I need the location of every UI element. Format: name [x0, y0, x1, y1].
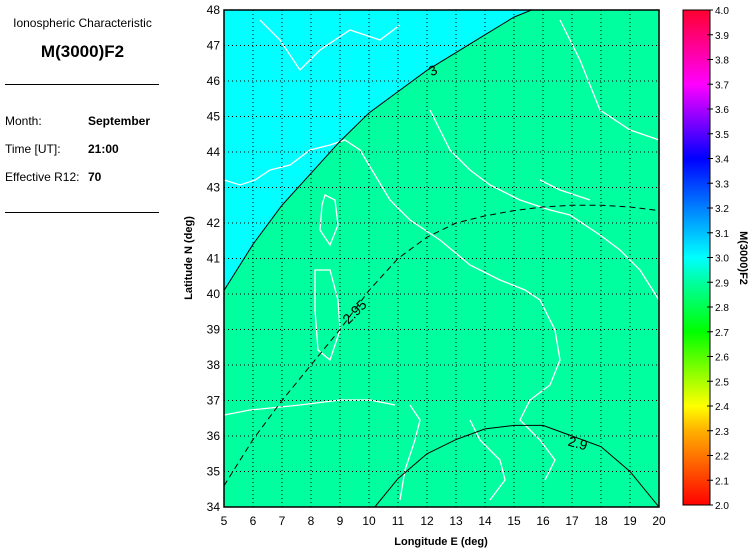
colorbar-tick-label: 4.0 [715, 6, 729, 17]
y-tick-label: 42 [207, 216, 221, 230]
subtitle: Ionospheric Characteristic [13, 16, 152, 30]
r12-value: 70 [88, 170, 102, 184]
x-tick-label: 17 [565, 514, 579, 528]
x-tick-label: 20 [652, 514, 666, 528]
coastline [469, 419, 506, 501]
y-tick-label: 41 [207, 252, 221, 266]
time-label: Time [UT]: [5, 142, 61, 156]
colorbar-tick-label: 3.9 [715, 31, 729, 42]
colorbar-tick-label: 3.0 [715, 254, 729, 265]
colorbar-tick-label: 3.1 [715, 229, 729, 240]
colorbar-tick-label: 2.8 [715, 303, 729, 314]
y-tick-label: 46 [207, 74, 221, 88]
colorbar-tick-label: 3.7 [715, 80, 729, 91]
plot-frame [223, 9, 660, 508]
coastline [559, 19, 659, 141]
x-tick-label: 15 [507, 514, 521, 528]
r12-label: Effective R12: [5, 170, 80, 184]
x-tick-label: 5 [221, 514, 228, 528]
colorbar [682, 9, 711, 506]
colorbar-tick-label: 3.6 [715, 105, 729, 116]
contour-line-2.9 [374, 424, 659, 507]
coastline [224, 399, 396, 416]
colorbar-tick-label: 2.3 [715, 427, 729, 438]
colorbar-tick-label: 3.4 [715, 155, 729, 166]
colorbar-tick-label: 2.4 [715, 402, 729, 413]
fill-region-above-3.0 [224, 10, 532, 291]
colorbar-tick-label: 2.7 [715, 328, 729, 339]
x-tick-label: 11 [392, 514, 405, 528]
y-tick-label: 47 [207, 39, 221, 53]
colorbar-tick-label: 3.5 [715, 130, 729, 141]
coastline [429, 109, 659, 301]
y-tick-label: 36 [207, 429, 221, 443]
y-axis-label: Latitude N (deg) [183, 216, 195, 300]
x-tick-label: 8 [308, 514, 315, 528]
x-tick-label: 13 [449, 514, 463, 528]
x-tick-label: 12 [420, 514, 434, 528]
colorbar-tick-label: 3.2 [715, 204, 729, 215]
time-value: 21:00 [88, 142, 119, 156]
y-tick-label: 37 [207, 394, 221, 408]
x-tick-label: 10 [362, 514, 376, 528]
y-tick-label: 39 [207, 323, 221, 337]
divider [5, 84, 159, 85]
colorbar-tick-label: 3.8 [715, 56, 729, 67]
panel-title: M(3000)F2 [40, 42, 125, 61]
colorbar-tick-label: 2.6 [715, 353, 729, 364]
y-tick-label: 45 [207, 110, 221, 124]
colorbar-tick-label: 3.3 [715, 179, 729, 190]
y-tick-label: 38 [207, 358, 221, 372]
x-tick-label: 9 [337, 514, 344, 528]
y-tick-label: 48 [207, 3, 221, 17]
colorbar-tick-label: 2.0 [715, 501, 729, 512]
divider [5, 212, 159, 213]
y-tick-label: 35 [207, 465, 221, 479]
contour-line-3 [224, 10, 532, 291]
coastline [319, 194, 339, 247]
colorbar-tick-label: 2.9 [715, 278, 729, 289]
x-tick-label: 16 [536, 514, 550, 528]
coastline [314, 269, 341, 362]
x-tick-label: 7 [279, 514, 286, 528]
colorbar-tick-label: 2.5 [715, 377, 729, 388]
x-axis-label: Longitude E (deg) [394, 536, 488, 548]
colorbar-tick-label: 2.1 [715, 476, 729, 487]
x-tick-label: 18 [594, 514, 608, 528]
x-tick-label: 6 [250, 514, 257, 528]
colorbar-label: M(3000)F2 [737, 231, 749, 285]
y-tick-label: 44 [207, 145, 221, 159]
colorbar-tick-label: 2.2 [715, 452, 729, 463]
x-tick-label: 19 [623, 514, 637, 528]
coastline [259, 19, 401, 72]
coastline [224, 139, 561, 481]
contour-label: 2.9 [566, 433, 589, 454]
y-tick-label: 34 [207, 500, 221, 514]
coastline [399, 404, 421, 501]
month-value: September [88, 114, 151, 128]
month-label: Month: [5, 114, 42, 128]
x-tick-label: 14 [478, 514, 492, 528]
coastline [539, 179, 591, 201]
y-tick-label: 40 [207, 287, 221, 301]
y-tick-label: 43 [207, 181, 221, 195]
